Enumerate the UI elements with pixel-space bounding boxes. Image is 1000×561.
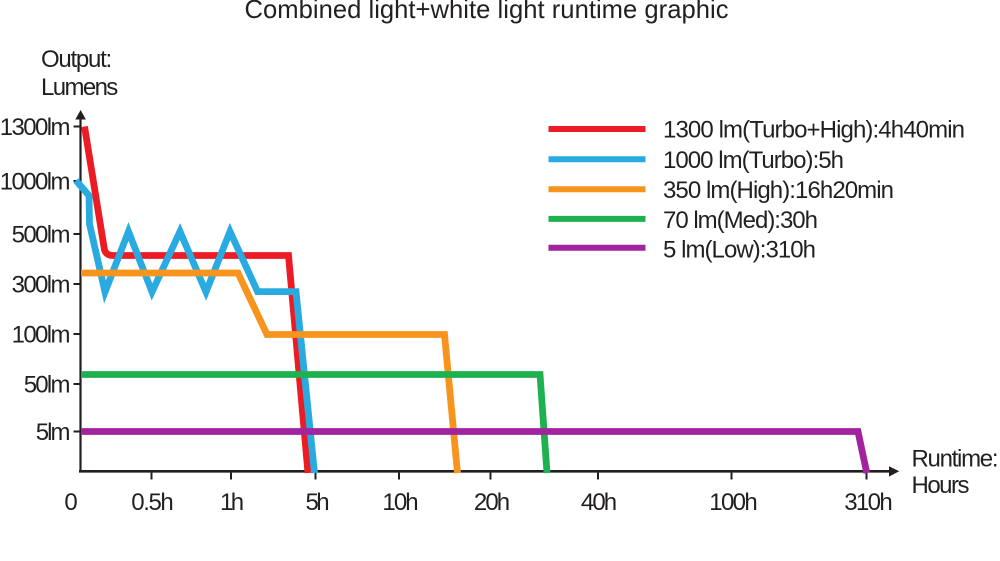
svg-text:1000lm: 1000lm (0, 168, 71, 195)
svg-text:310h: 310h (844, 489, 893, 516)
svg-text:1h: 1h (220, 489, 244, 516)
svg-text:50lm: 50lm (24, 371, 71, 398)
svg-text:70 lm(Med):30h: 70 lm(Med):30h (663, 207, 818, 234)
svg-text:300lm: 300lm (12, 271, 71, 298)
svg-text:0.5h: 0.5h (131, 489, 174, 516)
svg-text:100lm: 100lm (12, 321, 71, 348)
svg-text:1000 lm(Turbo):5h: 1000 lm(Turbo):5h (663, 147, 844, 174)
svg-text:100h: 100h (709, 489, 758, 516)
svg-text:Combined light+white light run: Combined light+white light runtime graph… (245, 0, 729, 24)
svg-text:5lm: 5lm (36, 419, 71, 446)
svg-text:1300lm: 1300lm (0, 114, 71, 141)
svg-text:20h: 20h (474, 489, 510, 516)
svg-text:Lumens: Lumens (41, 74, 118, 101)
svg-text:Output:: Output: (41, 46, 112, 73)
svg-text:Runtime:: Runtime: (912, 446, 999, 473)
svg-text:5h: 5h (305, 489, 329, 516)
svg-text:1300 lm(Turbo+High):4h40min: 1300 lm(Turbo+High):4h40min (663, 116, 965, 143)
svg-text:500lm: 500lm (12, 221, 71, 248)
svg-text:0: 0 (64, 489, 77, 516)
svg-text:350 lm(High):16h20min: 350 lm(High):16h20min (663, 177, 894, 204)
svg-text:Hours: Hours (912, 472, 970, 499)
svg-text:40h: 40h (581, 489, 617, 516)
svg-text:10h: 10h (382, 489, 418, 516)
svg-text:5 lm(Low):310h: 5 lm(Low):310h (663, 237, 816, 264)
